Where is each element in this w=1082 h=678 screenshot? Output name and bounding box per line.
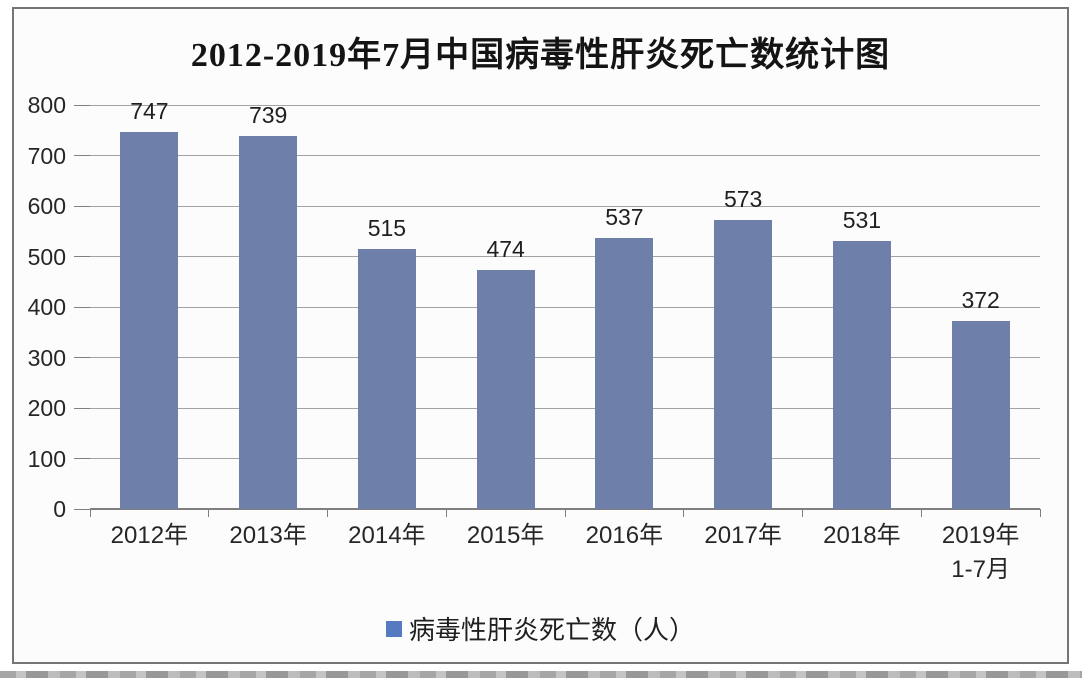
page-edge-artifact: [0, 671, 1082, 678]
x-axis-label: 2013年: [229, 522, 307, 549]
bar-value-label: 515: [367, 214, 407, 241]
bar: [239, 135, 298, 509]
y-axis-label: 700: [27, 142, 66, 169]
y-axis-label: 0: [53, 496, 66, 522]
bar-value-label: 537: [605, 203, 644, 230]
y-axis-label: 600: [27, 193, 66, 219]
gridline: [90, 458, 1040, 459]
x-axis-tick: [327, 509, 328, 517]
y-axis-tick: [74, 104, 90, 106]
x-axis-label: 2018年: [823, 522, 901, 549]
gridline: [90, 256, 1040, 257]
x-axis-label: 2019年 1-7月: [941, 522, 1020, 583]
chart-title: 2012-2019年7月中国病毒性肝炎死亡数统计图: [190, 37, 891, 74]
x-axis-label: 2017年: [704, 522, 782, 549]
y-axis-tick: [74, 205, 90, 207]
x-axis-tick: [683, 509, 685, 517]
y-axis-tick: [74, 508, 90, 510]
y-axis-tick: [74, 256, 90, 257]
gridline: [90, 306, 1040, 308]
bar: [951, 321, 1010, 509]
legend-label: 病毒性肝炎死亡数（人）: [408, 615, 695, 645]
bar: [357, 248, 416, 509]
bar: [476, 269, 535, 509]
x-axis-label: 2016年: [585, 522, 664, 549]
x-axis-tick: [1039, 509, 1041, 517]
legend-marker-icon: [385, 620, 402, 637]
bar-value-label: 531: [842, 206, 882, 233]
y-axis-label: 800: [27, 92, 66, 118]
x-axis-tick: [564, 509, 566, 517]
x-axis-label: 2014年: [348, 522, 426, 549]
y-axis-tick: [74, 155, 90, 156]
legend: 病毒性肝炎死亡数（人）: [14, 610, 1067, 647]
y-axis-label: 100: [27, 445, 66, 472]
y-axis-tick: [74, 357, 90, 358]
y-axis-label: 500: [27, 243, 66, 270]
plot-area: 0 100 200 300 400 500 600 700 800 747 2012年 739 2013…: [28, 92, 1041, 583]
bar-value-label: 739: [248, 101, 288, 128]
y-axis-label: 200: [27, 395, 66, 421]
x-axis-label: 2015年: [466, 522, 545, 549]
bar-value-label: 747: [130, 97, 169, 124]
y-axis-label: 400: [27, 294, 66, 320]
x-axis-tick: [89, 509, 91, 517]
bar: [120, 131, 179, 509]
y-axis-tick: [74, 306, 90, 308]
gridline: [90, 104, 1040, 106]
x-axis-label: 2012年: [110, 522, 189, 549]
y-axis-tick: [74, 407, 90, 409]
y-axis-tick: [74, 458, 90, 459]
gridline: [90, 205, 1040, 207]
bar-value-label: 573: [723, 185, 763, 212]
gridline: [90, 155, 1040, 156]
bar: [595, 237, 654, 509]
x-axis-tick: [445, 509, 447, 517]
chart-frame: 2012-2019年7月中国病毒性肝炎死亡数统计图 0 100 200 300 400 5…: [12, 7, 1069, 664]
x-axis-tick: [802, 509, 803, 517]
bar: [832, 240, 891, 509]
x-axis-tick: [208, 509, 210, 517]
y-axis-label: 300: [27, 344, 66, 371]
gridline: [90, 407, 1040, 409]
bar-value-label: 372: [961, 287, 1000, 314]
bar-value-label: 474: [486, 235, 525, 262]
gridline: [90, 357, 1040, 358]
x-axis-tick: [920, 509, 922, 517]
bar: [714, 219, 773, 509]
